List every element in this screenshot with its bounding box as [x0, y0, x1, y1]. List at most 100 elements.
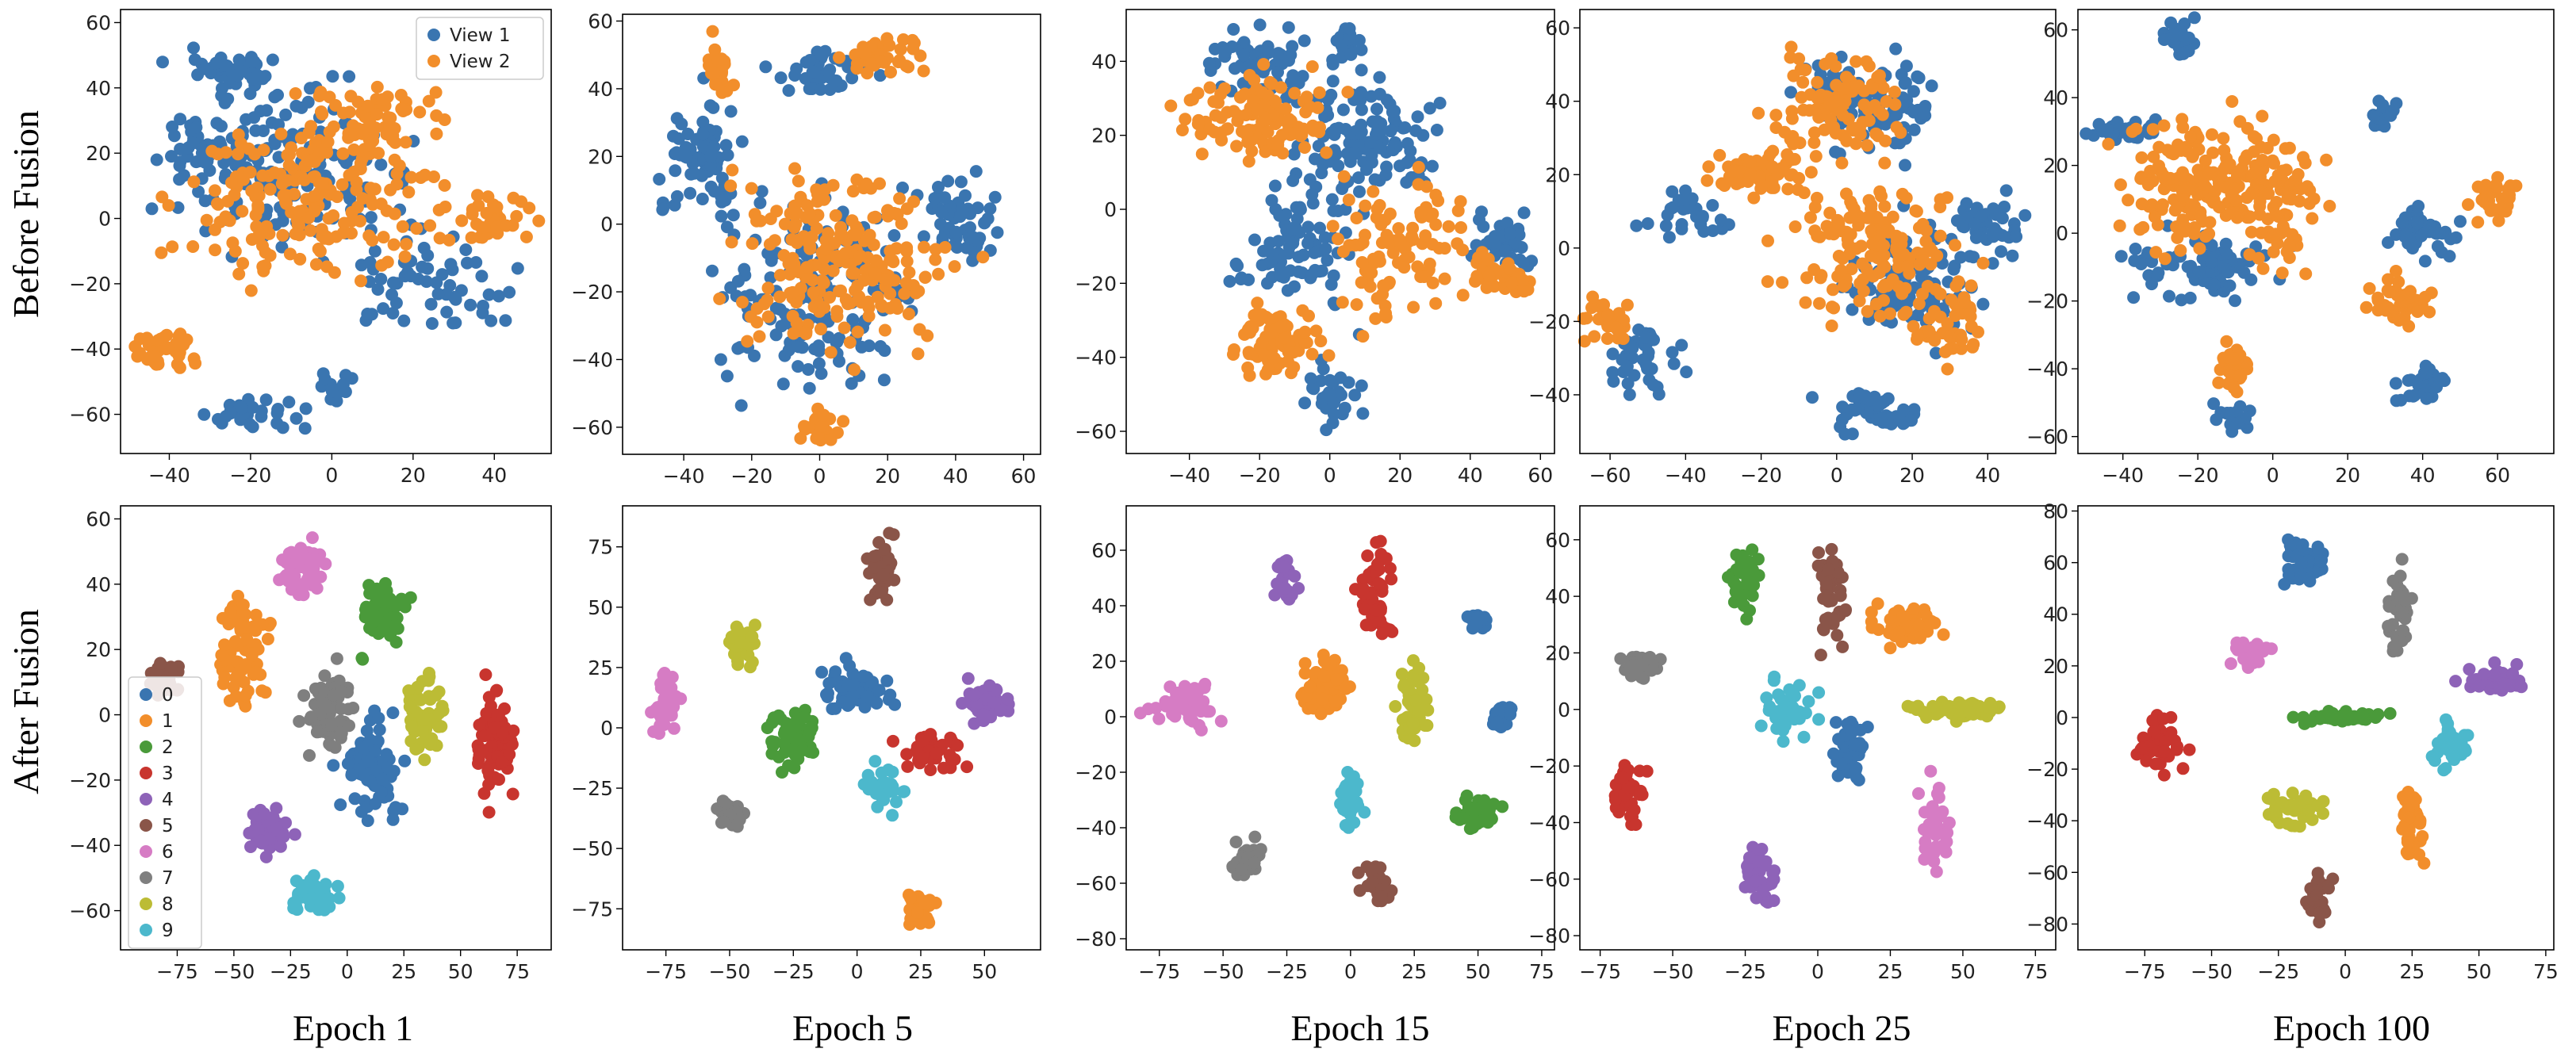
point-2	[360, 607, 374, 620]
point-view-2	[1414, 270, 1428, 283]
point-view-2	[814, 323, 827, 335]
point-view-1	[2207, 397, 2221, 411]
point-view-2	[471, 189, 484, 202]
x-tick-label: 0	[341, 960, 354, 983]
point-3	[1375, 627, 1389, 641]
point-view-1	[234, 64, 247, 78]
point-view-2	[1367, 185, 1380, 198]
point-5	[1351, 866, 1365, 879]
point-view-1	[2431, 239, 2444, 253]
point-2	[765, 735, 779, 748]
point-view-2	[1871, 71, 1884, 84]
point-view-2	[2289, 174, 2302, 187]
point-view-1	[1380, 160, 1393, 174]
point-view-1	[1999, 184, 2013, 197]
point-view-2	[389, 136, 402, 149]
point-6	[1170, 687, 1183, 699]
point-view-2	[1356, 330, 1370, 343]
point-view-2	[1305, 347, 1319, 361]
point-1	[918, 897, 932, 910]
point-view-2	[845, 214, 859, 228]
point-view-2	[259, 259, 272, 273]
point-1	[1329, 695, 1343, 708]
point-view-1	[343, 70, 356, 83]
point-view-1	[1305, 268, 1319, 281]
legend-label: 1	[162, 711, 174, 732]
point-6	[1214, 714, 1228, 728]
point-view-1	[1348, 388, 1362, 402]
point-view-1	[1223, 274, 1236, 288]
point-view-2	[1320, 146, 1333, 159]
point-8	[418, 753, 431, 767]
point-view-2	[1419, 229, 1432, 243]
point-view-2	[2225, 206, 2238, 220]
point-2	[803, 725, 817, 738]
point-view-2	[849, 228, 862, 242]
point-8	[424, 738, 437, 751]
point-view-2	[1245, 144, 1259, 158]
y-tick-label: 0	[1104, 198, 1117, 221]
point-view-2	[1261, 363, 1275, 377]
point-view-1	[788, 69, 802, 82]
point-view-1	[2412, 200, 2425, 212]
point-view-2	[1965, 279, 1978, 293]
point-view-1	[941, 174, 955, 188]
point-9	[869, 784, 883, 798]
point-view-2	[878, 273, 891, 286]
point-view-2	[1248, 73, 1261, 86]
point-view-2	[1865, 202, 1877, 216]
point-4	[977, 708, 991, 721]
point-2	[356, 653, 370, 666]
point-view-1	[270, 416, 284, 430]
point-view-2	[400, 238, 413, 251]
point-1	[239, 689, 252, 702]
point-view-1	[397, 314, 411, 327]
point-view-1	[1516, 256, 1530, 270]
point-view-1	[830, 74, 843, 87]
y-tick-label: 20	[86, 142, 111, 165]
point-5	[1374, 861, 1387, 875]
point-view-1	[707, 140, 721, 154]
point-3	[1370, 536, 1383, 549]
point-view-2	[1854, 239, 1868, 253]
point-0	[821, 691, 834, 703]
point-view-2	[2135, 151, 2149, 164]
point-view-1	[932, 181, 945, 193]
point-0	[334, 798, 347, 811]
point-view-2	[2384, 304, 2398, 318]
point-7	[1229, 836, 1243, 848]
point-view-1	[2163, 289, 2175, 303]
point-2	[791, 746, 803, 760]
point-view-1	[1338, 401, 1351, 415]
point-view-1	[416, 260, 429, 274]
point-1	[261, 633, 274, 645]
point-view-2	[281, 148, 294, 162]
point-view-2	[1832, 250, 1846, 262]
point-view-1	[1298, 34, 1311, 48]
point-view-2	[807, 300, 821, 313]
point-view-2	[1306, 119, 1320, 132]
point-4	[270, 802, 283, 815]
point-view-2	[304, 224, 317, 237]
point-view-1	[845, 71, 859, 85]
point-6	[647, 725, 661, 738]
point-view-1	[249, 124, 263, 137]
legend-label: 6	[162, 842, 174, 863]
point-view-2	[867, 211, 880, 224]
point-1	[1298, 656, 1312, 670]
point-view-2	[1941, 191, 1953, 205]
point-view-1	[2018, 209, 2032, 222]
point-view-2	[2233, 115, 2247, 128]
point-view-1	[1661, 209, 1674, 222]
point-view-2	[1412, 178, 1425, 191]
point-view-2	[848, 363, 861, 377]
point-view-1	[724, 105, 738, 118]
point-view-2	[1300, 90, 1313, 104]
point-view-2	[893, 54, 907, 67]
point-view-2	[1588, 330, 1601, 343]
point-view-2	[911, 347, 925, 361]
point-view-2	[1429, 297, 1443, 310]
point-view-2	[757, 297, 771, 311]
point-view-2	[2244, 210, 2256, 224]
point-view-1	[2128, 254, 2141, 267]
